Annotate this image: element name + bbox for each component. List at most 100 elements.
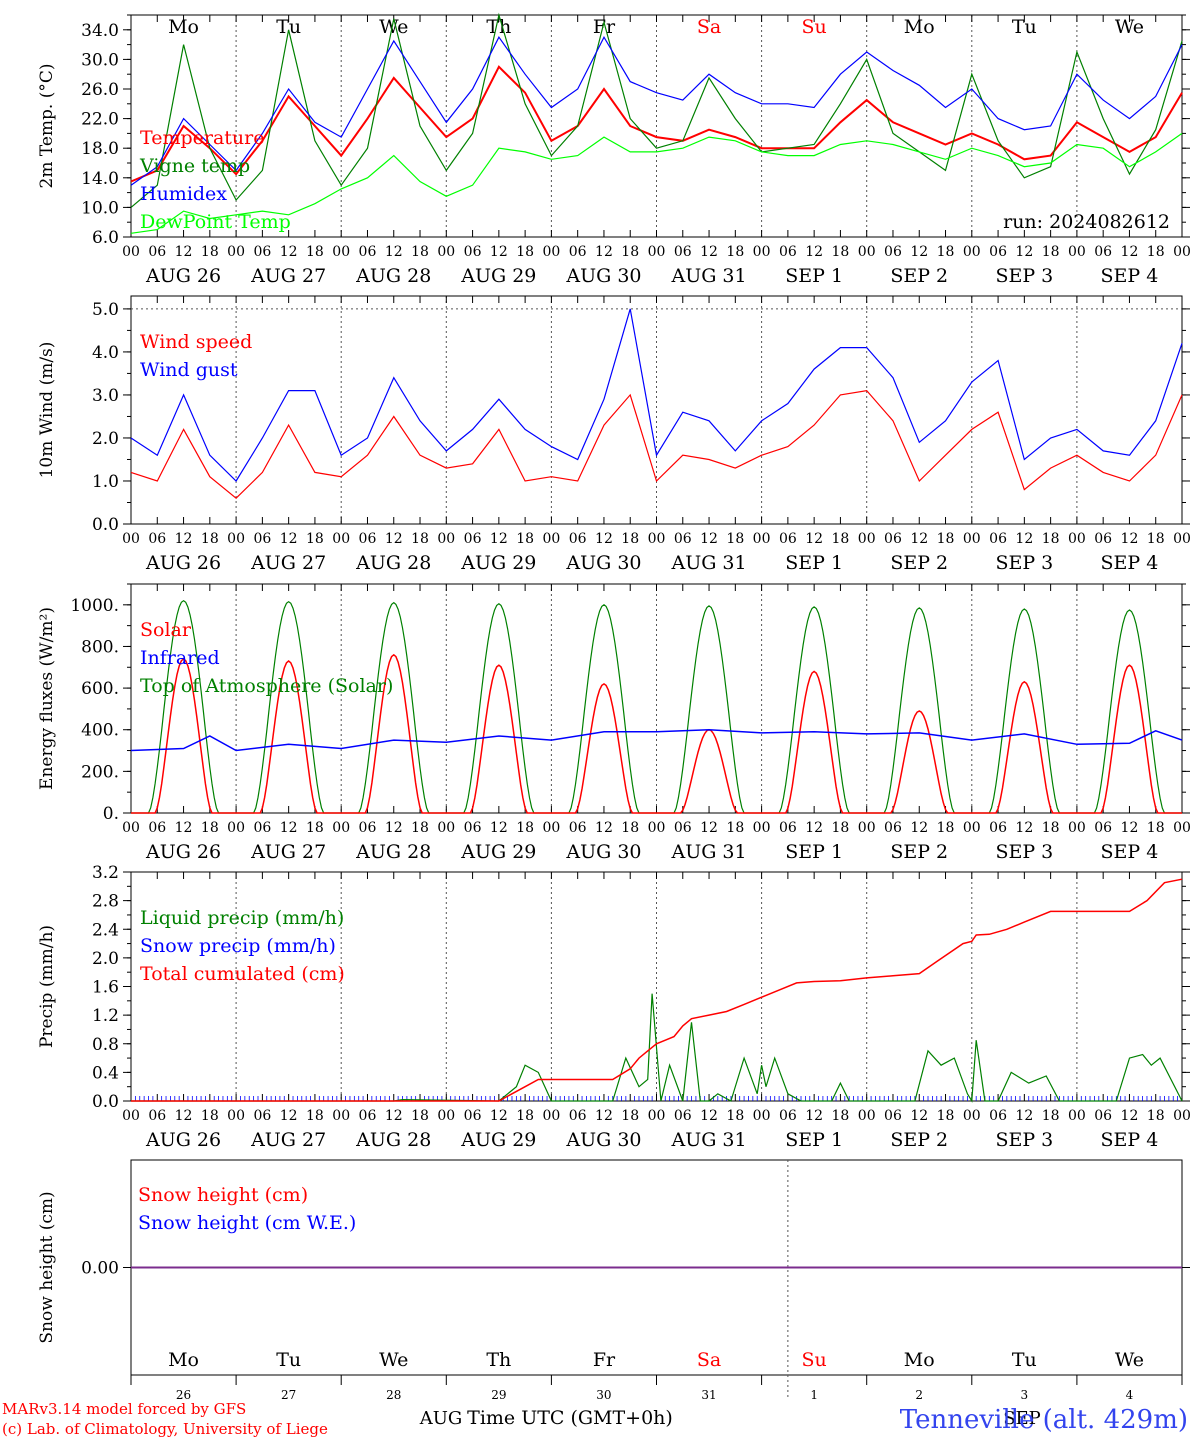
- panel-precipitation-hour-label: 18: [306, 1108, 324, 1124]
- panel-energy-hour-label: 06: [779, 820, 797, 836]
- panel-temperature-hour-label: 12: [385, 244, 403, 260]
- panel-wind-ytick-label: 2.0: [92, 429, 119, 449]
- panel-wind-hour-label: 00: [227, 531, 245, 547]
- panel-wind-hour-label: 18: [1042, 531, 1060, 547]
- panel-precipitation-hour-label: 12: [280, 1108, 298, 1124]
- panel-precipitation-hour-label: 06: [779, 1108, 797, 1124]
- bottom-weekday-label: Sa: [697, 1349, 721, 1371]
- legend-wind-gust: Wind gust: [140, 359, 238, 381]
- panel-energy-hour-label: 18: [306, 820, 324, 836]
- panel-temperature-hour-label: 18: [1147, 244, 1165, 260]
- panel-precipitation-ytick-label: 3.2: [92, 863, 119, 883]
- panel-temperature-hour-label: 12: [595, 244, 613, 260]
- panel-energy-hour-label: 00: [1068, 820, 1086, 836]
- panel-energy-hour-label: 00: [858, 820, 876, 836]
- panel-precipitation-ytick-label: 2.0: [92, 949, 119, 969]
- panel-temperature-date-label: SEP 3: [995, 265, 1053, 287]
- panel-wind-ytick-label: 1.0: [92, 472, 119, 492]
- weekday-label: Fr: [593, 16, 616, 38]
- series-line-vigne-temp: [130, 12, 1183, 208]
- panel-energy-hour-label: 18: [832, 820, 850, 836]
- panel-energy-ylabel: Energy fluxes (W/m²): [37, 607, 57, 790]
- panel-precipitation-ytick-label: 2.4: [92, 920, 119, 940]
- panel-precipitation-hour-label: 00: [963, 1108, 981, 1124]
- panel-energy-hour-label: 00: [753, 820, 771, 836]
- bottom-weekday-label: Tu: [276, 1349, 301, 1371]
- panel-temperature-date-label: AUG 26: [145, 265, 221, 287]
- panel-temperature-hour-label: 12: [175, 244, 193, 260]
- panel-wind-hour-label: 06: [464, 531, 482, 547]
- bottom-day-number: 26: [176, 1388, 191, 1402]
- panel-temperature-hour-label: 12: [1121, 244, 1139, 260]
- panel-temperature-hour-label: 00: [227, 244, 245, 260]
- panel-temperature-hour-label: 12: [490, 244, 508, 260]
- panel-wind-hour-label: 06: [1094, 531, 1112, 547]
- panel-wind-hour-label: 12: [1015, 531, 1033, 547]
- panel-energy-hour-label: 00: [122, 820, 140, 836]
- panel-temperature-hour-label: 00: [122, 244, 140, 260]
- panel-energy-hour-label: 06: [674, 820, 692, 836]
- panel-temperature-hour-label: 00: [963, 244, 981, 260]
- panel-temperature-ytick-label: 30.0: [81, 50, 119, 70]
- panel-precipitation-hour-label: 12: [175, 1108, 193, 1124]
- panel-precipitation-hour-label: 00: [122, 1108, 140, 1124]
- panel-precipitation-hour-label: 06: [674, 1108, 692, 1124]
- panel-energy-hour-label: 00: [648, 820, 666, 836]
- panel-wind-hour-label: 18: [937, 531, 955, 547]
- panel-energy-ytick-label: 200.: [81, 762, 119, 782]
- panel-wind-hour-label: 06: [674, 531, 692, 547]
- panel-precipitation-hour-label: 12: [700, 1108, 718, 1124]
- panel-wind-hour-label: 12: [805, 531, 823, 547]
- panel-precipitation-hour-label: 12: [1121, 1108, 1139, 1124]
- panel-wind-hour-label: 06: [989, 531, 1007, 547]
- panel-precipitation-hour-label: 06: [884, 1108, 902, 1124]
- legend-solar: Solar: [140, 619, 192, 641]
- panel-precipitation-date-label: AUG 31: [670, 1129, 746, 1151]
- panel-precipitation-hour-label: 12: [385, 1108, 403, 1124]
- panel-temperature-hour-label: 06: [674, 244, 692, 260]
- legend-top-of-atmosphere-solar-: Top of Atmosphere (Solar): [140, 675, 393, 697]
- panel-energy-date-label: AUG 29: [460, 841, 536, 863]
- panel-snow-ytick-label: 0.00: [81, 1259, 119, 1279]
- panel-wind-date-label: SEP 4: [1101, 552, 1159, 574]
- panel-wind-ytick-label: 0.0: [92, 515, 119, 535]
- panel-wind-hour-label: 18: [306, 531, 324, 547]
- panel-temperature-hour-label: 06: [253, 244, 271, 260]
- panel-energy-hour-label: 12: [805, 820, 823, 836]
- series-line-total-cumulated: [131, 878, 1183, 1102]
- panel-wind-hour-label: 00: [648, 531, 666, 547]
- panel-wind-date-label: AUG 28: [355, 552, 431, 574]
- panel-wind-hour-label: 06: [148, 531, 166, 547]
- panel-wind-date-label: AUG 29: [460, 552, 536, 574]
- panel-temperature-ytick-label: 18.0: [81, 139, 119, 159]
- panel-energy-hour-label: 18: [621, 820, 639, 836]
- panel-precipitation-ytick-label: 0.8: [92, 1035, 119, 1055]
- panel-energy-date-label: SEP 1: [785, 841, 843, 863]
- panel-temperature-hour-label: 06: [779, 244, 797, 260]
- panel-precipitation-hour-label: 06: [253, 1108, 271, 1124]
- panel-temperature-ylabel: 2m Temp. (°C): [37, 63, 57, 188]
- bottom-weekday-label: Mo: [168, 1349, 199, 1371]
- panel-energy-date-label: AUG 30: [565, 841, 641, 863]
- panel-temperature-date-label: AUG 29: [460, 265, 536, 287]
- panel-precipitation-hour-label: 12: [910, 1108, 928, 1124]
- panel-wind-ylabel: 10m Wind (m/s): [37, 342, 57, 479]
- run-annotation: run: 2024082612: [1003, 211, 1170, 233]
- bottom-day-number: 29: [491, 1388, 506, 1402]
- panel-precipitation-ylabel: Precip (mm/h): [37, 925, 57, 1048]
- panel-wind-hour-label: 00: [963, 531, 981, 547]
- panel-wind-date-label: AUG 27: [250, 552, 326, 574]
- panel-energy-hour-label: 12: [490, 820, 508, 836]
- panel-energy-date-label: SEP 3: [995, 841, 1053, 863]
- panel-wind-hour-label: 12: [700, 531, 718, 547]
- panel-precipitation-date-label: AUG 28: [355, 1129, 431, 1151]
- bottom-weekday-label: We: [379, 1349, 408, 1371]
- panel-temperature-date-label: AUG 28: [355, 265, 431, 287]
- panel-wind-hour-label: 12: [910, 531, 928, 547]
- panel-wind-date-label: SEP 1: [785, 552, 843, 574]
- panel-energy-hour-label: 00: [1173, 820, 1191, 836]
- bottom-weekday-label: We: [1115, 1349, 1144, 1371]
- panel-wind-hour-label: 12: [175, 531, 193, 547]
- panel-precipitation-hour-label: 00: [542, 1108, 560, 1124]
- panel-wind-hour-label: 06: [359, 531, 377, 547]
